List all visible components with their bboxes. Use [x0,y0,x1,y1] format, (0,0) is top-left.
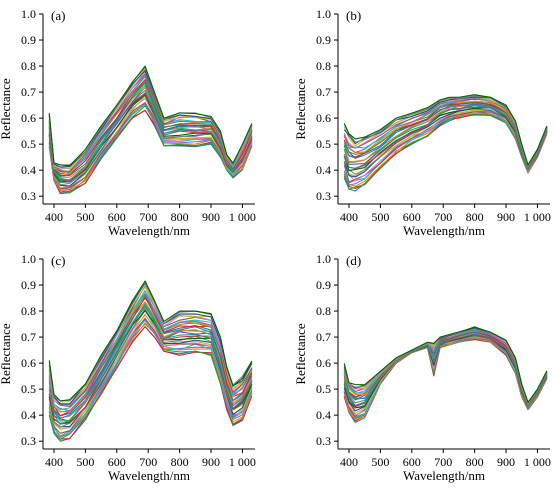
chart-panel-b: 0.3 0.4 0.5 0.6 0.7 0.8 0.9 1.0 400 500 600 700 800 9… [293,7,551,238]
y-tick-label: 0.6 [21,111,36,125]
x-tick-label: 700 [139,210,157,224]
y-tick-label: 0.9 [21,278,36,292]
y-tick-label: 0.3 [316,434,331,448]
y-tick-label: 0.6 [316,111,331,125]
y-tick-label: 1.0 [21,252,36,266]
y-tick-label: 0.7 [316,330,331,344]
x-tick-label: 500 [76,210,94,224]
x-tick-label: 700 [434,455,452,469]
x-tick-label: 600 [403,455,421,469]
y-tick-label: 1.0 [316,252,331,266]
panel-label: (b) [346,8,361,23]
y-tick-label: 0.8 [316,59,331,73]
y-tick-label: 0.6 [316,356,331,370]
x-tick-label: 900 [202,455,220,469]
x-axis-title: Wavelength/nm [108,468,190,483]
x-tick-label: 600 [108,455,126,469]
y-tick-label: 0.5 [21,382,36,396]
y-tick-label: 0.4 [316,408,331,422]
series-line [48,303,253,422]
chart-panel-d: 0.3 0.4 0.5 0.6 0.7 0.8 0.9 1.0 400 500 600 700 800 9… [293,252,551,483]
y-tick-label: 0.3 [21,189,36,203]
y-axis-title: Reflectance [0,323,13,385]
x-tick-label: 400 [45,455,63,469]
y-tick-label: 0.9 [316,33,331,47]
series-line [48,320,253,437]
x-tick-label: 400 [45,210,63,224]
series-line [343,326,548,403]
y-tick-label: 0.8 [21,59,36,73]
series-line [48,65,253,167]
x-axis-title: Wavelength/nm [108,223,190,238]
panel-label: (a) [51,8,65,23]
series-line [48,319,253,437]
x-tick-label: 600 [108,210,126,224]
x-tick-label: 800 [466,210,484,224]
series-line [343,335,548,414]
series-line [48,326,253,440]
series-line [48,290,253,413]
y-tick-label: 0.3 [316,189,331,203]
x-axis-title: Wavelength/nm [403,223,485,238]
x-tick-label: 900 [202,210,220,224]
x-tick-label: 400 [340,455,358,469]
x-tick-label: 1 000 [229,210,256,224]
panel-label: (d) [346,253,361,268]
y-tick-label: 1.0 [316,7,331,21]
series-group [343,94,548,192]
y-tick-label: 0.3 [21,434,36,448]
y-axis-title: Reflectance [293,78,308,140]
x-tick-label: 800 [171,455,189,469]
y-tick-label: 0.5 [21,137,36,151]
x-axis-title: Wavelength/nm [403,468,485,483]
y-tick-label: 0.4 [316,163,331,177]
x-tick-label: 900 [497,455,515,469]
y-axis-title: Reflectance [0,78,13,140]
y-tick-label: 0.9 [21,33,36,47]
x-tick-label: 1 000 [524,455,551,469]
y-tick-label: 0.4 [21,408,36,422]
series-group [48,280,253,442]
y-tick-label: 0.9 [316,278,331,292]
series-line [343,94,548,166]
x-tick-label: 700 [434,210,452,224]
x-tick-label: 400 [340,210,358,224]
y-tick-label: 0.5 [316,137,331,151]
y-tick-label: 0.8 [316,304,331,318]
y-tick-label: 0.5 [316,382,331,396]
x-tick-label: 900 [497,210,515,224]
x-tick-label: 500 [371,455,389,469]
x-tick-label: 500 [76,455,94,469]
y-tick-label: 0.4 [21,163,36,177]
y-axis-title: Reflectance [293,323,308,385]
y-tick-label: 1.0 [21,7,36,21]
chart-panel-a: 0.3 0.4 0.5 0.6 0.7 0.8 0.9 1.0 400 500 600 700 800 9… [0,7,256,238]
panel-label: (c) [51,253,65,268]
series-group [48,65,253,195]
x-tick-label: 600 [403,210,421,224]
x-tick-label: 1 000 [229,455,256,469]
x-tick-label: 700 [139,455,157,469]
y-tick-label: 0.7 [21,85,36,99]
series-line [48,286,253,406]
y-tick-label: 0.8 [21,304,36,318]
y-tick-label: 0.6 [21,356,36,370]
chart-panel-c: 0.3 0.4 0.5 0.6 0.7 0.8 0.9 1.0 400 500 600 700 800 9… [0,252,256,483]
y-tick-label: 0.7 [21,330,36,344]
x-tick-label: 800 [466,455,484,469]
x-tick-label: 800 [171,210,189,224]
series-line [48,280,253,402]
x-tick-label: 1 000 [524,210,551,224]
x-tick-label: 500 [371,210,389,224]
series-group [343,326,548,423]
y-tick-label: 0.7 [316,85,331,99]
series-line [48,73,253,172]
